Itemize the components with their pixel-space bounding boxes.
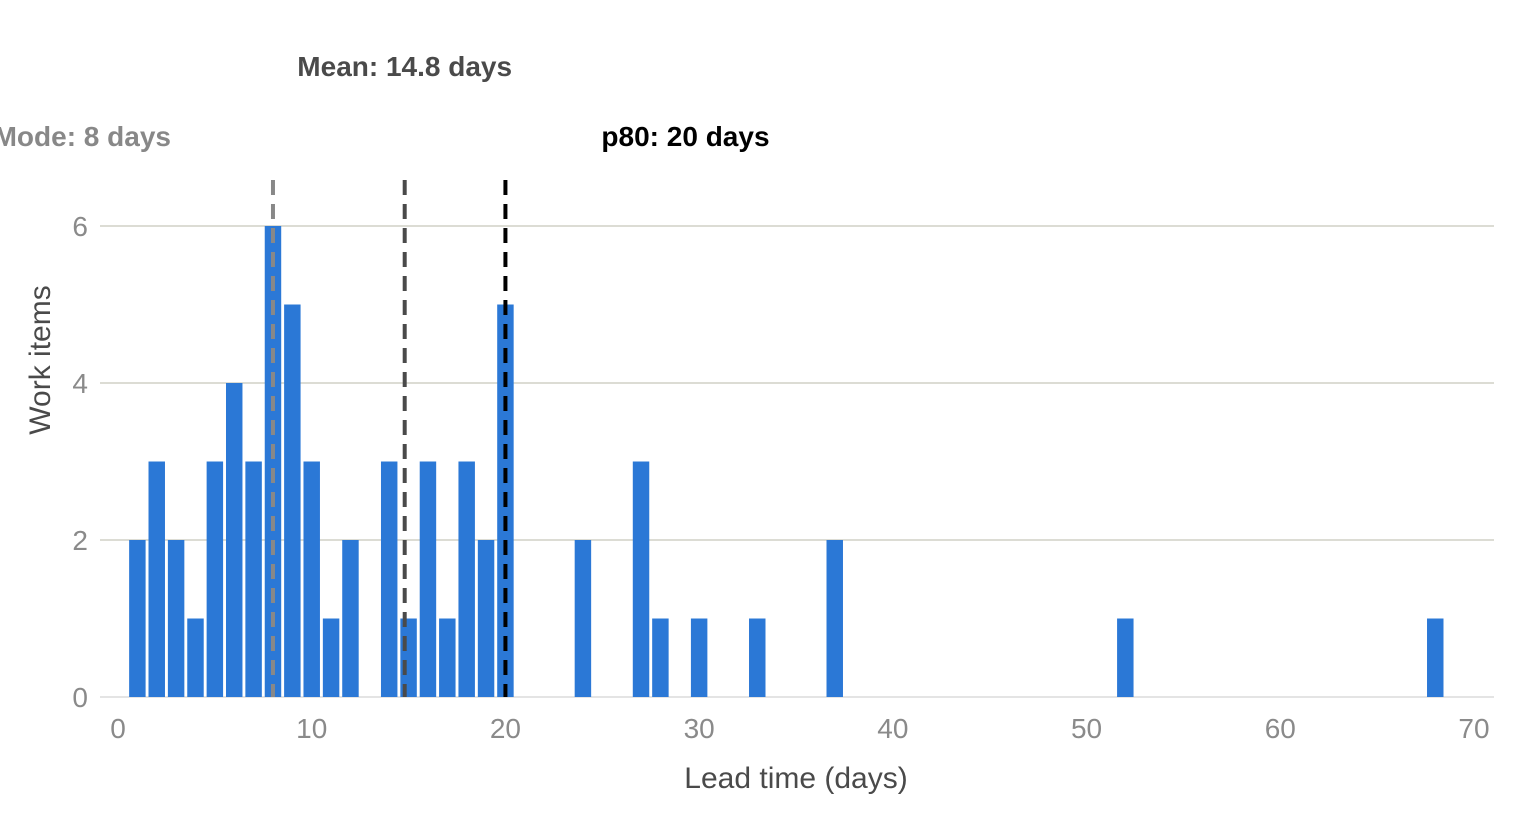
annotation-label: Mode: 8 days <box>0 121 171 152</box>
bar <box>458 461 475 697</box>
y-axis-title: Work items <box>24 285 57 434</box>
annotation-label: p80: 20 days <box>601 121 769 152</box>
bar <box>225 383 243 697</box>
annotations: Mode: 8 days Mean: 14.8 days p80: 20 days <box>0 51 770 152</box>
x-axis-title: Lead time (days) <box>684 762 907 795</box>
y-tick-label: 4 <box>72 368 88 399</box>
bar <box>284 304 301 697</box>
annotation-label: Mean: 14.8 days <box>297 51 512 82</box>
bar <box>264 226 282 697</box>
bar <box>439 618 456 697</box>
bar <box>574 540 592 697</box>
x-tick-label: 70 <box>1458 713 1489 744</box>
y-tick-label: 0 <box>72 682 88 713</box>
x-tick-label: 0 <box>110 713 126 744</box>
grid-lines <box>100 225 1494 698</box>
bar <box>167 540 185 697</box>
x-tick-label: 20 <box>490 713 521 744</box>
bar <box>206 461 224 697</box>
bar <box>477 540 495 697</box>
bar <box>187 618 204 697</box>
x-tick-label: 40 <box>877 713 908 744</box>
bar <box>632 461 650 697</box>
bar <box>690 618 708 697</box>
x-axis-ticks: 0 10 20 30 40 50 60 70 <box>110 713 1489 744</box>
x-tick-label: 10 <box>296 713 327 744</box>
bar <box>342 540 359 697</box>
bar <box>380 461 398 697</box>
y-tick-label: 6 <box>72 211 88 242</box>
bars <box>129 226 1444 697</box>
bar <box>419 461 437 697</box>
x-tick-label: 60 <box>1265 713 1296 744</box>
x-tick-label: 30 <box>684 713 715 744</box>
x-tick-label: 50 <box>1071 713 1102 744</box>
y-axis-ticks: 0 2 4 6 <box>72 211 88 713</box>
bar <box>245 461 262 697</box>
bar <box>129 540 146 697</box>
reference-lines <box>270 180 508 697</box>
y-tick-label: 2 <box>72 525 88 556</box>
bar <box>1117 618 1134 697</box>
bar <box>1427 618 1444 697</box>
bar <box>303 461 320 697</box>
bar <box>148 461 165 697</box>
bar <box>322 618 340 697</box>
bar <box>749 618 766 697</box>
bar <box>826 540 843 697</box>
bar <box>652 618 669 697</box>
